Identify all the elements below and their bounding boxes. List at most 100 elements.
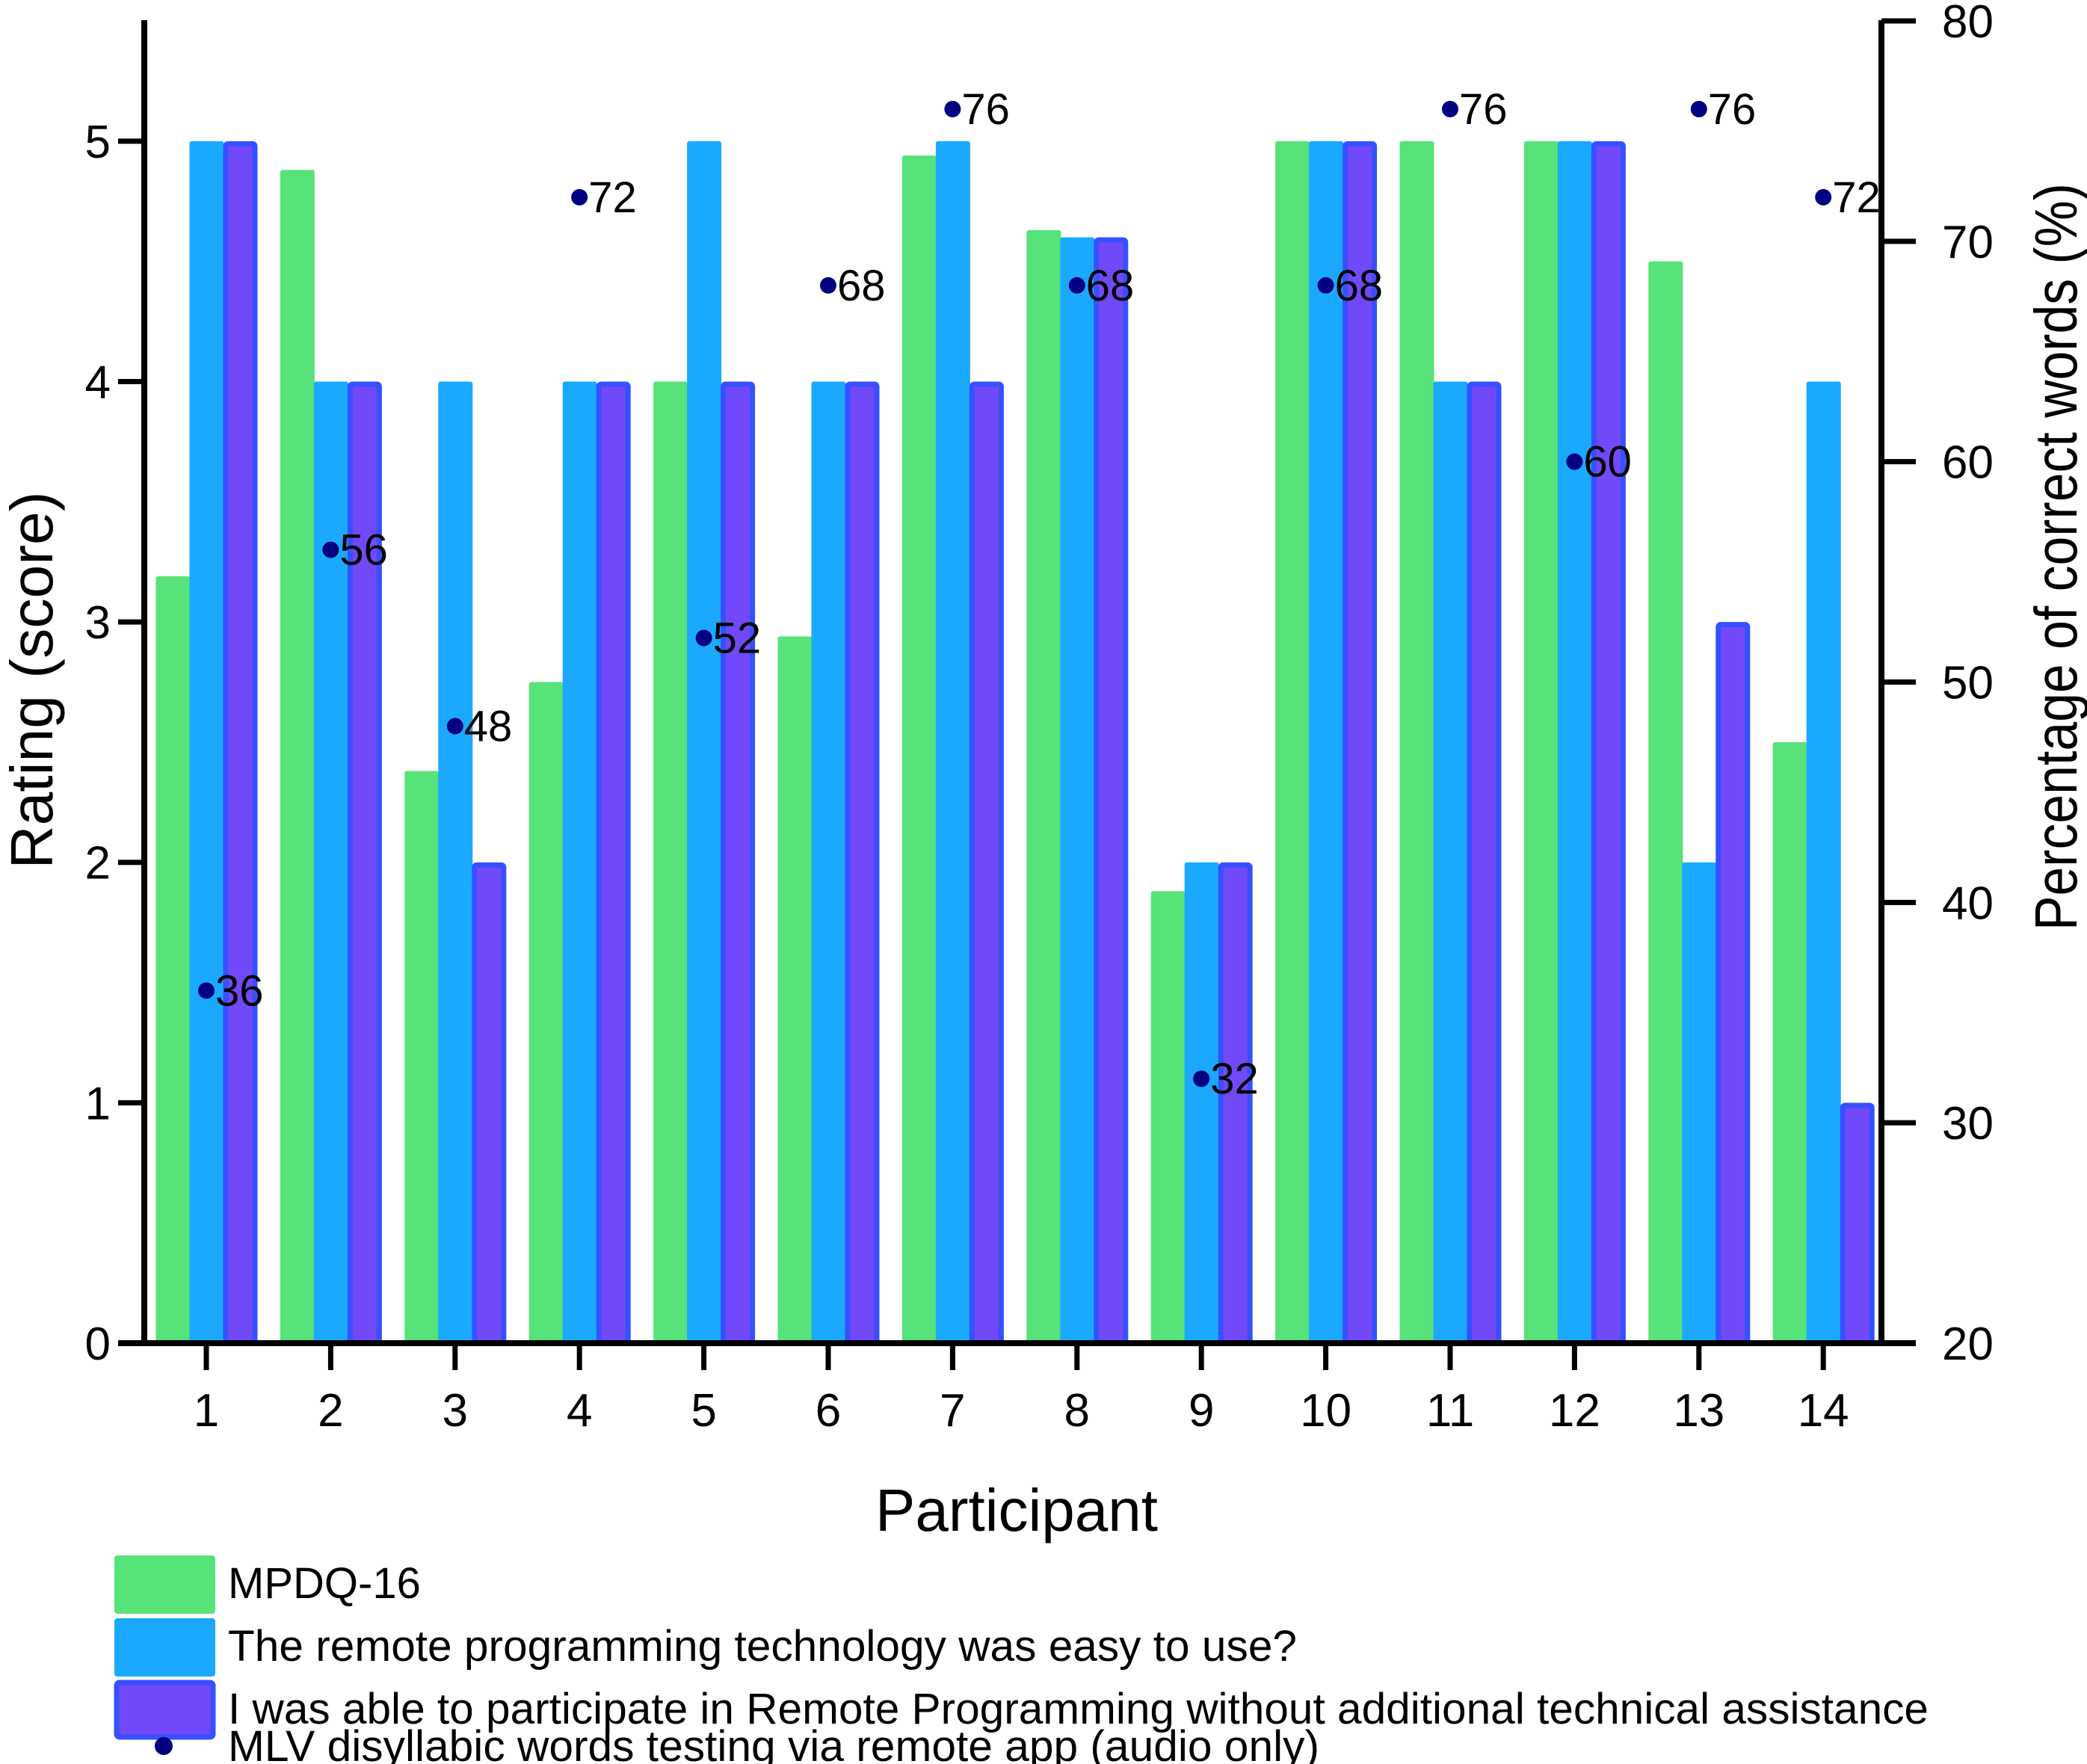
bar-mpdq-16-p11	[1399, 141, 1434, 1344]
mlv-point-label-p12: 60	[1583, 438, 1632, 487]
mlv-point-label-p2: 56	[339, 526, 388, 575]
mlv-point-label-p14: 72	[1832, 173, 1881, 222]
y2-tick-label: 40	[1942, 878, 1994, 929]
x-axis-title: Participant	[875, 1477, 1158, 1544]
mlv-point-label-p8: 68	[1086, 262, 1135, 310]
bar-the-remote-programming-technol-p11	[1433, 381, 1468, 1343]
mlv-point-p4	[571, 188, 588, 206]
legend-swatch-mpdq16	[114, 1555, 215, 1614]
bar-i-was-able-to-participate-in-r-p8	[1094, 237, 1129, 1346]
bar-the-remote-programming-technol-p3	[438, 381, 473, 1343]
bar-mpdq-16-p13	[1648, 261, 1683, 1343]
x-tick-label: 2	[318, 1385, 343, 1437]
mlv-point-p13	[1690, 100, 1707, 117]
y2-tick-label: 20	[1942, 1319, 1994, 1370]
bar-the-remote-programming-technol-p6	[811, 381, 846, 1343]
x-tick-label: 7	[940, 1385, 965, 1437]
points-layer: 36 56 48 72 52 68 76 68 32 68 76 60 76 72	[198, 85, 1881, 1103]
mlv-point-label-p11: 76	[1459, 85, 1508, 134]
bar-i-was-able-to-participate-in-r-p13	[1715, 622, 1751, 1346]
mlv-point-p6	[820, 277, 836, 294]
mlv-point-p3	[446, 718, 463, 735]
x-tick-label: 1	[194, 1385, 219, 1437]
bar-i-was-able-to-participate-in-r-p12	[1591, 141, 1626, 1346]
mlv-point-label-p10: 68	[1335, 262, 1384, 310]
y-tick-label: 1	[85, 1078, 111, 1129]
bar-i-was-able-to-participate-in-r-p14	[1840, 1102, 1875, 1346]
mlv-point-p12	[1566, 453, 1583, 470]
bars-layer	[155, 141, 1875, 1346]
y2-tick-label: 80	[1942, 0, 1994, 48]
x-tick-label: 11	[1426, 1385, 1474, 1437]
x-tick-label: 5	[691, 1385, 716, 1437]
bar-mpdq-16-p12	[1523, 141, 1559, 1344]
legend-label-mpdq16: MPDQ-16	[228, 1559, 421, 1608]
mlv-point-p8	[1068, 277, 1085, 294]
bar-the-remote-programming-technol-p2	[313, 381, 348, 1343]
x-tick-label: 12	[1549, 1385, 1600, 1437]
bar-i-was-able-to-participate-in-r-p4	[596, 381, 631, 1346]
bar-i-was-able-to-participate-in-r-p9	[1218, 862, 1253, 1346]
y2-tick-label: 60	[1942, 437, 1994, 489]
bar-mpdq-16-p6	[777, 636, 813, 1343]
x-tick-label: 13	[1673, 1385, 1724, 1437]
mlv-point-p5	[695, 629, 712, 647]
legend-label-no-assistance: I was able to participate in Remote Prog…	[228, 1685, 1929, 1733]
bar-mpdq-16-p4	[528, 682, 564, 1343]
y-tick-label: 4	[85, 357, 111, 408]
bar-the-remote-programming-technol-p10	[1309, 141, 1344, 1344]
bar-i-was-able-to-participate-in-r-p11	[1467, 381, 1502, 1346]
bar-mpdq-16-p9	[1150, 891, 1186, 1343]
bar-mpdq-16-p5	[653, 381, 688, 1343]
mlv-point-p9	[1193, 1070, 1210, 1088]
x-tick-label: 3	[443, 1385, 468, 1437]
bar-mpdq-16-p14	[1772, 741, 1807, 1343]
mlv-point-label-p6: 68	[837, 262, 886, 310]
mlv-point-p2	[322, 541, 339, 558]
mlv-point-label-p5: 52	[713, 614, 762, 663]
bar-i-was-able-to-participate-in-r-p3	[472, 862, 507, 1346]
bar-the-remote-programming-technol-p14	[1806, 381, 1841, 1343]
x-tick-label: 14	[1798, 1385, 1849, 1437]
x-tick-label: 4	[567, 1385, 592, 1437]
mlv-point-p7	[944, 100, 961, 117]
bar-i-was-able-to-participate-in-r-p1	[223, 141, 258, 1346]
bar-i-was-able-to-participate-in-r-p5	[721, 381, 756, 1346]
y-tick-label: 0	[85, 1319, 111, 1370]
legend: MPDQ-16 The remote programming technolog…	[114, 1555, 1929, 1764]
y2-axis-title: Percentage of correct words (%)	[2023, 183, 2087, 931]
mlv-point-p14	[1815, 188, 1832, 206]
bar-mpdq-16-p2	[280, 170, 315, 1343]
y-tick-label: 5	[85, 117, 111, 168]
legend-label-easy-to-use: The remote programming technology was ea…	[228, 1622, 1297, 1671]
mlv-point-label-p9: 32	[1210, 1055, 1259, 1103]
bar-i-was-able-to-participate-in-r-p7	[969, 381, 1004, 1346]
x-tick-label: 10	[1300, 1385, 1351, 1437]
y2-tick-label: 70	[1942, 217, 1994, 268]
y2-tick-label: 50	[1942, 658, 1994, 709]
mlv-point-label-p3: 48	[464, 702, 513, 750]
y2-tick-label: 30	[1942, 1098, 1994, 1150]
bar-mpdq-16-p8	[1026, 229, 1061, 1344]
axes-layer	[118, 20, 1916, 1346]
x-tick-label: 9	[1189, 1385, 1214, 1437]
mlv-point-label-p4: 72	[588, 173, 637, 222]
bar-the-remote-programming-technol-p5	[687, 141, 722, 1344]
x-tick-label: 8	[1064, 1385, 1090, 1437]
bar-mpdq-16-p10	[1275, 141, 1310, 1344]
bar-the-remote-programming-technol-p12	[1557, 141, 1592, 1344]
bar-the-remote-programming-technol-p4	[562, 381, 597, 1343]
bar-the-remote-programming-technol-p7	[935, 141, 970, 1344]
mlv-point-label-p7: 76	[961, 85, 1010, 134]
bar-the-remote-programming-technol-p9	[1184, 862, 1219, 1343]
bar-mpdq-16-p1	[155, 576, 191, 1343]
legend-marker-mlv	[155, 1737, 173, 1755]
y-tick-label: 2	[85, 838, 111, 889]
bar-i-was-able-to-participate-in-r-p10	[1342, 141, 1378, 1346]
legend-label-mlv: MLV disyllabic words testing via remote …	[228, 1722, 1319, 1764]
mlv-point-p11	[1442, 100, 1458, 117]
bar-mpdq-16-p7	[901, 155, 937, 1344]
bar-the-remote-programming-technol-p13	[1682, 862, 1717, 1343]
